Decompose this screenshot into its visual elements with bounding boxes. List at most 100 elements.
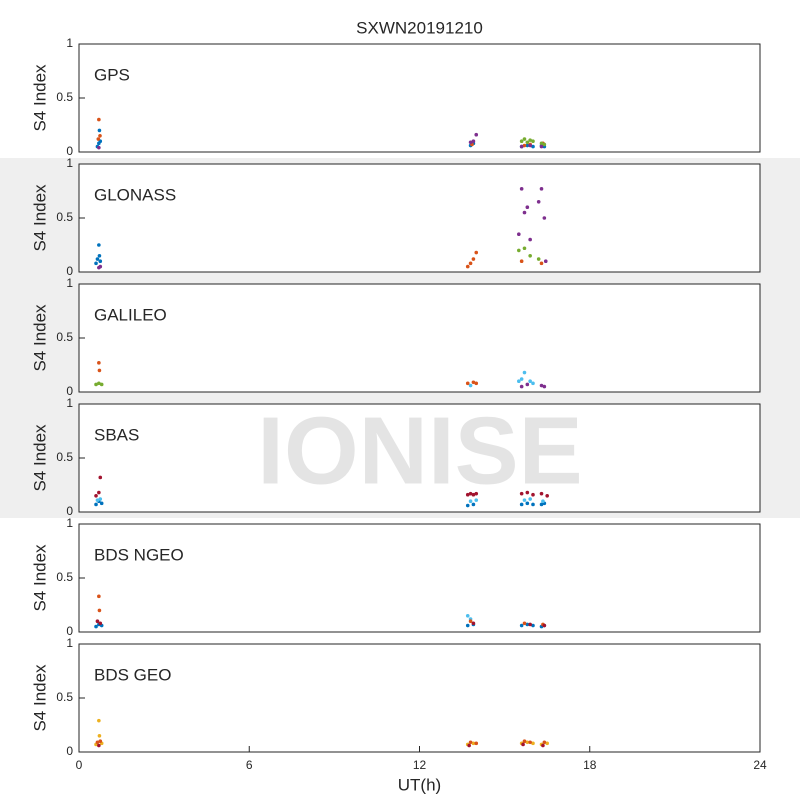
point	[519, 377, 524, 381]
point	[525, 740, 530, 745]
point	[465, 492, 470, 497]
point	[525, 382, 530, 387]
point	[542, 384, 547, 389]
point	[471, 257, 476, 261]
point	[471, 139, 476, 143]
point	[97, 361, 101, 365]
point	[98, 739, 103, 743]
y-axis-label: S4 Index	[30, 424, 49, 492]
y-tick-label: 0	[66, 144, 73, 158]
y-tick-label: 0.5	[56, 570, 73, 584]
point	[522, 137, 527, 141]
point	[519, 491, 524, 496]
panel-label: GPS	[94, 65, 130, 84]
point	[95, 257, 100, 261]
point	[97, 734, 102, 738]
point	[97, 243, 101, 247]
point	[522, 370, 527, 375]
point	[471, 492, 476, 497]
point	[519, 502, 524, 507]
axes-background	[79, 524, 760, 632]
axes-frame	[78, 403, 761, 513]
point	[95, 498, 100, 502]
point	[519, 384, 524, 389]
y-tick-label: 0	[66, 744, 73, 758]
point	[536, 200, 541, 204]
point	[97, 381, 101, 386]
y-tick-label: 0	[66, 384, 73, 398]
point	[542, 740, 547, 745]
point	[98, 259, 103, 264]
axes-frame	[78, 523, 761, 633]
point	[471, 621, 476, 626]
axes-background	[79, 644, 760, 752]
axes-frame	[78, 643, 761, 753]
point	[542, 216, 547, 220]
point	[539, 261, 544, 266]
point	[94, 261, 98, 266]
point	[531, 623, 535, 628]
point	[522, 210, 527, 215]
axes-frame	[78, 43, 761, 153]
y-tick-label: 1	[66, 276, 73, 290]
point	[98, 134, 102, 138]
point	[97, 718, 101, 723]
point	[531, 741, 535, 746]
point	[474, 498, 479, 502]
point	[465, 381, 470, 386]
y-tick-label: 0.5	[56, 210, 73, 224]
panel-label: GALILEO	[94, 305, 167, 324]
point	[539, 491, 544, 496]
point	[95, 619, 100, 623]
point	[539, 187, 544, 191]
point	[97, 128, 102, 133]
point	[98, 621, 103, 626]
point	[471, 380, 476, 385]
point	[474, 491, 479, 496]
point	[98, 497, 103, 501]
y-tick-label: 0.5	[56, 450, 73, 464]
point	[531, 492, 535, 497]
watermark: IONISE	[257, 397, 582, 504]
panel-label: BDS NGEO	[94, 545, 184, 564]
point	[525, 490, 530, 495]
point	[525, 622, 530, 627]
point	[465, 503, 470, 508]
x-tick-label: 6	[246, 758, 253, 772]
panel-label: BDS GEO	[94, 665, 171, 684]
point	[531, 144, 535, 149]
point	[528, 143, 532, 148]
point	[522, 739, 527, 743]
point	[525, 501, 530, 506]
point	[97, 368, 102, 373]
point	[519, 139, 524, 143]
chart-title: SXWN20191210	[356, 18, 483, 37]
y-tick-label: 1	[66, 636, 73, 650]
point	[531, 381, 535, 386]
point	[94, 494, 98, 498]
panel-label: SBAS	[94, 425, 139, 444]
point	[94, 624, 98, 629]
point	[465, 614, 470, 618]
y-tick-label: 0	[66, 504, 73, 518]
point	[468, 740, 473, 745]
point	[539, 383, 544, 388]
point	[543, 259, 548, 264]
point	[468, 499, 473, 504]
x-tick-label: 12	[413, 758, 427, 772]
y-axis-label: S4 Index	[30, 664, 49, 732]
point	[97, 743, 101, 748]
point	[539, 141, 544, 146]
point	[474, 381, 479, 386]
y-tick-label: 0	[66, 264, 73, 278]
point	[465, 264, 470, 269]
point	[471, 741, 476, 746]
point	[94, 382, 98, 387]
x-axis-label: UT(h)	[398, 775, 441, 794]
x-tick-label: 24	[753, 758, 767, 772]
x-tick-label: 0	[76, 758, 83, 772]
point	[525, 205, 530, 209]
point	[95, 740, 100, 745]
point	[542, 623, 547, 628]
